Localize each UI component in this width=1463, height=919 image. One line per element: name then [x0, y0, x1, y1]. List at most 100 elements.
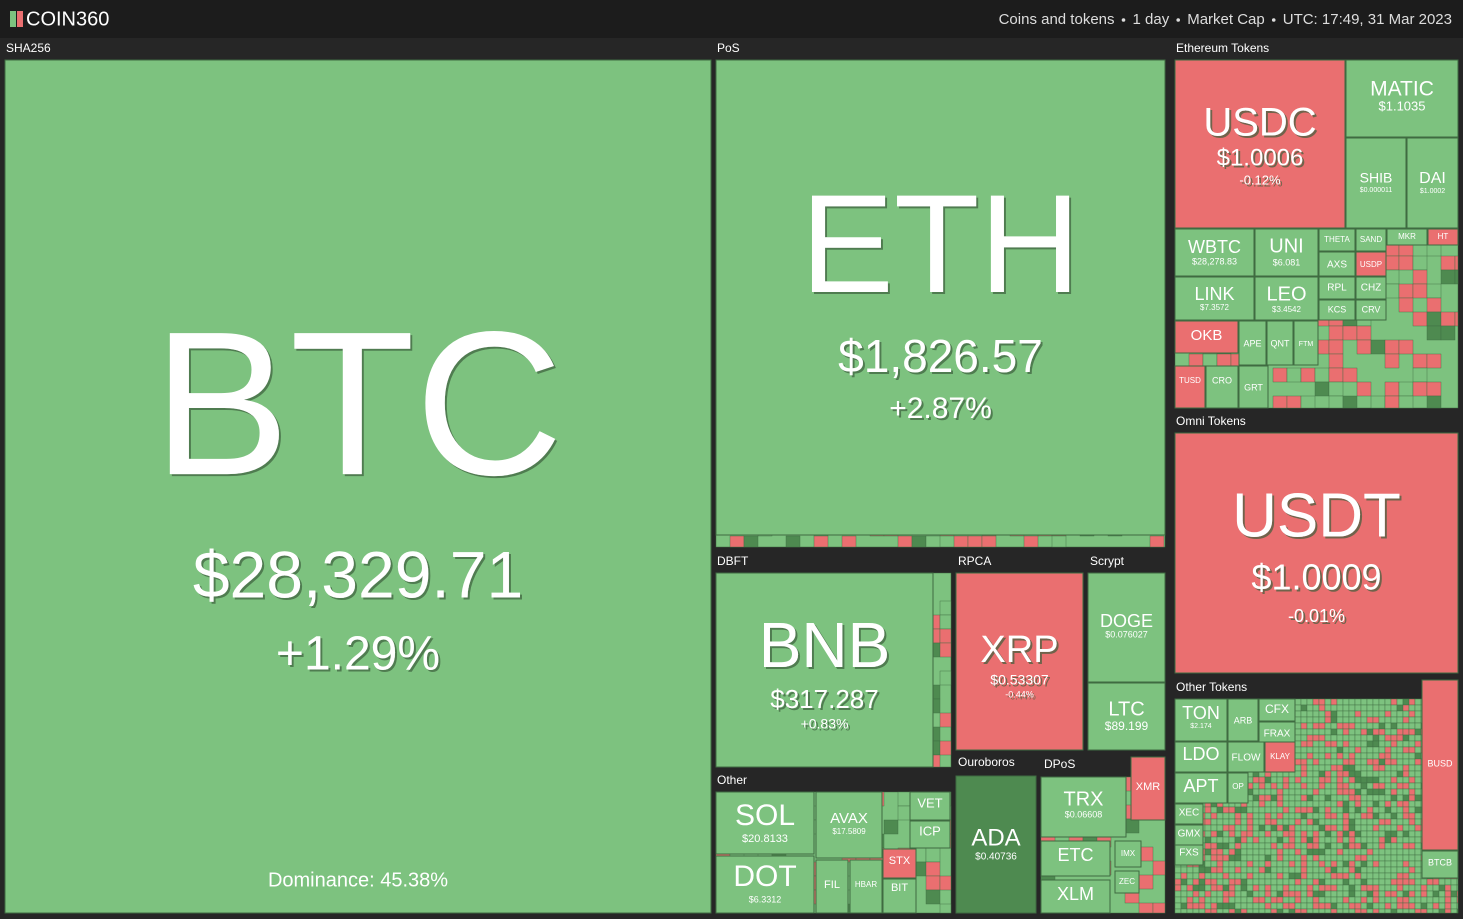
- filler-cell: [1222, 872, 1230, 880]
- coin-tile[interactable]: UNI$6.081: [1254, 228, 1319, 277]
- filler-cell: [1276, 908, 1284, 914]
- filler-cell: [1294, 794, 1302, 802]
- coin-tile[interactable]: CFX: [1258, 698, 1296, 722]
- filler-cell: [1354, 740, 1362, 748]
- coin-tile[interactable]: XEC: [1174, 803, 1204, 825]
- filler-cell: [1348, 866, 1356, 874]
- coin-tile[interactable]: TUSD: [1174, 365, 1206, 409]
- coin-tile[interactable]: RPL: [1318, 276, 1356, 300]
- coin-tile[interactable]: SAND: [1355, 228, 1387, 252]
- coin-tile[interactable]: KCS: [1318, 299, 1356, 321]
- coin-tile[interactable]: APT: [1174, 772, 1228, 804]
- filler-cell: [1294, 818, 1302, 826]
- filler-cell: [1408, 788, 1416, 796]
- filter[interactable]: Market Cap: [1187, 11, 1265, 28]
- coin-tile[interactable]: XMR: [1130, 756, 1166, 821]
- coin-tile[interactable]: ZEC: [1114, 870, 1140, 894]
- filter[interactable]: UTC: 17:49, 31 Mar 2023: [1283, 11, 1452, 28]
- coin-tile[interactable]: MKR: [1386, 228, 1428, 246]
- coin-tile[interactable]: ADA$0.40736: [955, 775, 1037, 914]
- coin-symbol: XEC: [1179, 808, 1200, 819]
- coin-tile[interactable]: OP: [1227, 772, 1249, 804]
- coin-tile[interactable]: ICP: [909, 820, 951, 849]
- coin-tile[interactable]: XLM: [1040, 879, 1111, 914]
- coin-tile[interactable]: GMX: [1174, 824, 1204, 846]
- coin-tile[interactable]: THETA: [1318, 228, 1356, 252]
- filler-cell: [1342, 890, 1350, 898]
- coin-tile[interactable]: LEO$3.4542: [1254, 276, 1319, 321]
- coin-tile[interactable]: KLAY: [1264, 741, 1296, 773]
- coin-tile[interactable]: AVAX$17.5809: [815, 791, 883, 859]
- filler-cell: [1330, 752, 1338, 760]
- coin-tile[interactable]: USDC$1.0006-0.12%: [1174, 59, 1346, 229]
- coin-tile[interactable]: FLOW: [1227, 741, 1265, 773]
- coin-tile[interactable]: MATIC$1.1035: [1345, 59, 1459, 138]
- coin-tile[interactable]: HBAR: [849, 859, 883, 914]
- coin-tile[interactable]: USDT$1.0009-0.01%: [1174, 432, 1459, 674]
- coin-tile[interactable]: BTC$28,329.71+1.29%: [4, 59, 712, 914]
- tile[interactable]: [1205, 365, 1239, 409]
- coin-tile[interactable]: STX: [882, 848, 917, 879]
- coin-tile[interactable]: BNB$317.287+0.83%: [715, 572, 934, 768]
- filler-cell: [1342, 800, 1350, 808]
- filler-cell: [883, 819, 899, 835]
- coin-tile[interactable]: XRP$0.53307-0.44%: [955, 572, 1084, 751]
- filler-cell: [1348, 800, 1356, 808]
- filler-cell: [1204, 854, 1212, 862]
- coin-tile[interactable]: ETH$1,826.57+2.87%: [715, 59, 1166, 536]
- coin-tile[interactable]: BUSD: [1421, 679, 1459, 851]
- coin-symbol: USDP: [1360, 260, 1382, 269]
- coin-tile[interactable]: APE: [1238, 320, 1267, 366]
- coin-symbol: BUSD: [1427, 758, 1453, 768]
- filler-cell: [1372, 854, 1380, 862]
- coin-tile[interactable]: DAI$1.0002: [1406, 137, 1459, 229]
- coin-tile[interactable]: CRO: [1205, 365, 1239, 409]
- filler-cell: [1198, 890, 1206, 898]
- filler-cell: [1360, 866, 1368, 874]
- coin-tile[interactable]: IMX: [1114, 840, 1142, 868]
- coin-tile[interactable]: FRAX: [1258, 721, 1296, 743]
- coin-tile[interactable]: OKB: [1174, 320, 1239, 354]
- coin-tile[interactable]: HT: [1427, 228, 1459, 246]
- coin-tile[interactable]: SOL$20.8133: [715, 791, 815, 855]
- coin-tile[interactable]: SHIB$0.000011: [1345, 137, 1407, 229]
- coin-tile[interactable]: GRT: [1238, 365, 1269, 409]
- coin-tile[interactable]: DOT$6.3312: [715, 855, 815, 914]
- coin-tile[interactable]: ARB: [1227, 698, 1259, 742]
- coin-tile[interactable]: USDP: [1355, 251, 1387, 277]
- coin-tile[interactable]: CRV: [1355, 299, 1387, 321]
- filler-cell: [1222, 896, 1230, 904]
- filler-cell: [1252, 896, 1260, 904]
- filler-cell: [1306, 782, 1314, 790]
- filler-cell: [1384, 746, 1392, 754]
- coin-tile[interactable]: BIT: [882, 878, 917, 914]
- coin-tile[interactable]: TRX$0.06608: [1040, 776, 1127, 838]
- tile[interactable]: [1174, 432, 1459, 674]
- tile[interactable]: [1174, 365, 1206, 409]
- filler-cell: [1210, 806, 1218, 814]
- logo[interactable]: COIN360: [26, 8, 109, 30]
- coin-tile[interactable]: BTCB: [1421, 850, 1459, 879]
- coin-tile[interactable]: WBTC$28,278.83: [1174, 228, 1255, 277]
- coin-tile[interactable]: FTM: [1293, 320, 1319, 366]
- filter[interactable]: Coins and tokens: [999, 11, 1115, 28]
- coin-tile[interactable]: FIL: [815, 859, 849, 914]
- filter[interactable]: 1 day: [1133, 11, 1170, 28]
- separator: [1121, 18, 1126, 22]
- coin-tile[interactable]: QNT: [1266, 320, 1294, 366]
- coin-tile[interactable]: AXS: [1318, 251, 1356, 277]
- filler-cell: [1354, 806, 1362, 814]
- coin-tile[interactable]: FXS: [1174, 844, 1204, 866]
- filler-cell: [1216, 806, 1224, 814]
- coin-symbol: KCS: [1328, 304, 1347, 314]
- coin-tile[interactable]: LDO: [1174, 741, 1228, 773]
- coin-tile[interactable]: VET: [909, 791, 951, 821]
- coin-tile[interactable]: ETC: [1040, 840, 1111, 877]
- coin-tile[interactable]: LTC$89.199: [1087, 682, 1166, 751]
- coin-tile[interactable]: TON$2.174: [1174, 698, 1228, 742]
- coin-tile[interactable]: CHZ: [1355, 276, 1387, 300]
- coin-symbol: XRP: [980, 629, 1058, 671]
- coin-tile[interactable]: DOGE$0.076027: [1087, 572, 1166, 683]
- coin-tile[interactable]: LINK$7.3572: [1174, 276, 1255, 321]
- filler-cell: [1324, 812, 1332, 820]
